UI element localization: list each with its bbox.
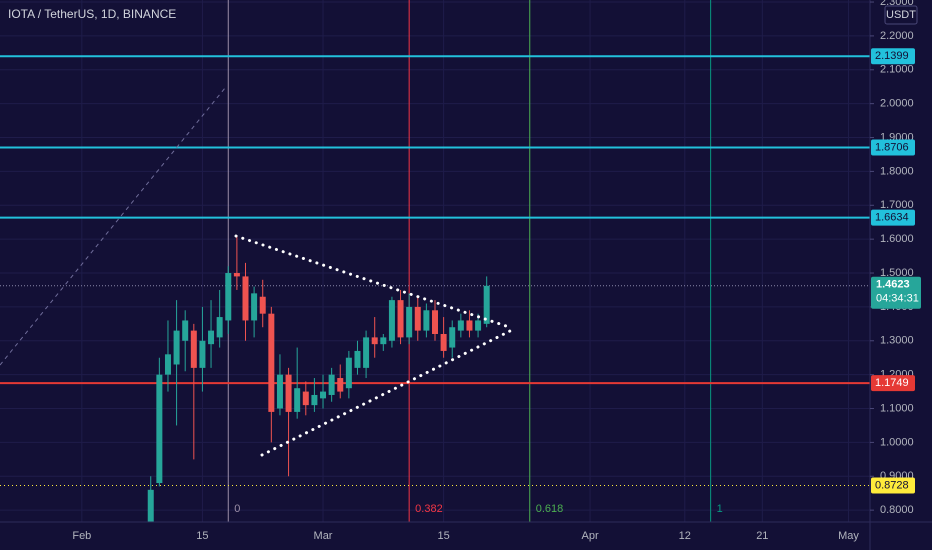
price-label: 1.6634 [875,212,909,224]
y-tick-label: 0.8000 [880,504,914,516]
candle-body [337,378,344,392]
candle-body [320,391,327,399]
y-tick-label: 1.1000 [880,402,914,414]
triangle-upper [234,234,514,330]
candle-body [440,333,447,351]
y-tick-label: 1.0000 [880,436,914,448]
price-label-box [871,48,915,65]
price-label-box [871,477,915,494]
candle-body [216,317,223,338]
currency-box [884,5,918,25]
candle-body [259,296,266,314]
drawings [0,87,514,457]
candle-body [156,374,163,484]
candle-body [311,394,318,406]
fib-label: 0.382 [415,503,443,515]
candle-body [397,300,404,338]
last-price-box [871,276,921,309]
y-tick-label: 1.6000 [880,233,914,245]
x-tick-label: 15 [437,530,449,542]
y-tick-label: 2.0000 [880,98,914,110]
candle-body [432,310,438,334]
fib-label: 1 [717,503,723,515]
x-tick-label: Apr [581,530,598,542]
candle-body [406,306,413,338]
candle-body [388,300,395,341]
candle-body [328,374,335,395]
x-tick-label: 15 [196,530,208,542]
candle-body [233,273,240,277]
x-tick-label: 12 [679,530,691,542]
y-tick-label: 2.2000 [880,30,914,42]
countdown: 04:34:31 [876,293,919,305]
candle-body [251,293,258,321]
candle-body [182,320,189,341]
candle-body [147,489,154,522]
price-label: 1.1749 [875,377,909,389]
trend-line [0,87,226,366]
candle-body [285,374,292,412]
candle-body [294,388,301,412]
price-label-box [871,139,915,156]
price-label: 2.1399 [875,50,909,62]
candle-body [414,306,421,331]
candle-body [483,285,490,324]
candle-body [363,337,370,368]
y-tick-label: 2.1000 [880,64,914,76]
y-tick-label: 1.5000 [880,267,914,279]
candle-body [354,350,361,368]
symbol-title: IOTA / TetherUS, 1D, BINANCE [8,7,176,21]
y-tick-label: 1.8000 [880,165,914,177]
plot-area [0,0,870,522]
price-label-box [871,375,915,392]
candle-body [380,337,387,345]
x-tick-label: Mar [314,530,333,542]
candle-body [225,273,232,321]
candle-body [371,337,378,345]
x-tick-label: 21 [756,530,768,542]
price-axis: 0.80000.90001.00001.10001.20001.30001.40… [870,0,921,516]
currency: USDT [886,9,916,21]
candle-body [173,330,180,365]
candle-body [449,327,456,348]
candle-body [302,391,309,406]
candle-body [457,320,464,331]
x-tick-label: May [838,530,859,542]
candle-body [466,320,473,331]
y-tick-label: 1.7000 [880,199,914,211]
price-label: 0.8728 [875,479,909,491]
candle-body [199,340,206,368]
candle-body [190,330,197,368]
candle-body [475,320,482,331]
candle-body [164,354,171,375]
fib-label: 0 [234,503,240,515]
candle-body [423,310,430,331]
price-label: 1.8706 [875,141,909,153]
candle-body [276,374,283,409]
y-tick-label: 2.3000 [880,0,914,8]
candle-body [208,330,215,345]
candle-body [268,313,275,412]
triangle-lower [260,328,514,457]
candle-body [242,276,249,321]
x-tick-label: Feb [72,530,91,542]
candle-body [345,357,352,389]
price-label-box [871,209,915,226]
y-tick-label: 1.3000 [880,335,914,347]
fib-label: 0.618 [536,503,564,515]
last-price-label: 1.4623 [876,279,910,291]
